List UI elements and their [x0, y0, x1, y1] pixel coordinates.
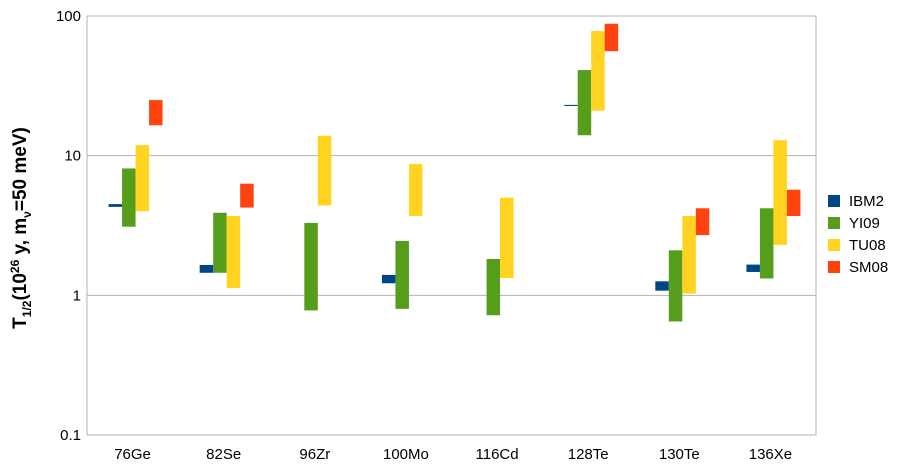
bar-yi09-136xe [759, 208, 774, 279]
bar-tu08-96zr [317, 135, 332, 206]
bar-yi09-76ge [122, 168, 136, 227]
legend-swatch [828, 217, 840, 229]
plot-frame [86, 15, 817, 436]
bar-sm08-76ge [149, 100, 163, 126]
x-tick-label: 100Mo [383, 446, 429, 463]
legend: IBM2 YI09 TU08 SM08 [828, 190, 901, 278]
bar-sm08-130te [695, 208, 710, 236]
bar-yi09-128te [577, 70, 592, 136]
legend-item-ibm2: IBM2 [828, 190, 901, 212]
bar-yi09-116cd [486, 259, 501, 316]
bar-yi09-100mo [395, 240, 409, 309]
ylabel-exp: 26 [8, 259, 22, 273]
bar-ibm2-76ge [108, 204, 123, 207]
ylabel-main: T [10, 317, 31, 329]
x-tick-label: 96Zr [299, 446, 330, 463]
bar-tu08-82se [226, 215, 241, 288]
legend-item-yi09: YI09 [828, 212, 901, 234]
bar-sm08-128te [604, 23, 619, 52]
bar-tu08-116cd [500, 197, 514, 279]
ylabel-close: =50 meV) [10, 127, 31, 211]
ylabel-sub: 1/2 [20, 300, 34, 317]
y-tick-labels: 0.1 1 10 100 [56, 8, 81, 444]
bar-yi09-82se [213, 212, 227, 273]
bar-yi09-96zr [304, 222, 318, 311]
x-tick-label: 82Se [206, 446, 241, 463]
legend-item-tu08: TU08 [828, 234, 901, 256]
x-tick-label: 130Te [659, 446, 700, 463]
legend-label: IBM2 [849, 192, 885, 210]
bar-ibm2-82se [199, 264, 214, 273]
x-tick-label: 116Cd [476, 446, 519, 463]
bar-tu08-100mo [408, 164, 423, 216]
legend-swatch [828, 195, 840, 207]
bar-tu08-76ge [135, 145, 150, 212]
bar-ibm2-100mo [381, 274, 396, 284]
y-axis-label: T1/2(1026 y, mν=50 meV) [8, 127, 34, 329]
bar-yi09-130te [668, 250, 683, 322]
bar-tu08-130te [682, 215, 696, 294]
bar-ibm2-130te [655, 281, 669, 291]
x-tick-labels: 76Ge 82Se 96Zr 100Mo 116Cd 128Te 130Te 136Xe [114, 446, 792, 463]
x-tick-label: 136Xe [749, 446, 792, 463]
y-tick-label: 10 [64, 148, 81, 165]
y-tick-label: 0.1 [60, 427, 81, 444]
legend-label: YI09 [849, 214, 880, 232]
x-tick-label: 76Ge [114, 446, 151, 463]
bar-tu08-128te [591, 31, 605, 111]
ylabel-mid: y, m [10, 218, 31, 260]
ylabel-open: (10 [10, 273, 31, 300]
legend-label: TU08 [849, 236, 886, 254]
bar-tu08-136xe [773, 140, 787, 245]
data-bars [108, 23, 801, 322]
x-tick-label: 128Te [568, 446, 609, 463]
legend-label: SM08 [849, 258, 889, 276]
legend-swatch [828, 239, 840, 251]
bar-sm08-82se [240, 183, 254, 208]
y-tick-label: 1 [73, 287, 81, 304]
legend-item-sm08: SM08 [828, 256, 901, 278]
y-tick-label: 100 [56, 8, 81, 25]
bar-ibm2-136xe [746, 264, 760, 272]
legend-swatch [828, 261, 840, 273]
bar-sm08-136xe [786, 189, 801, 216]
ylabel-nu: ν [20, 211, 34, 218]
bar-ibm2-128te [564, 104, 578, 106]
